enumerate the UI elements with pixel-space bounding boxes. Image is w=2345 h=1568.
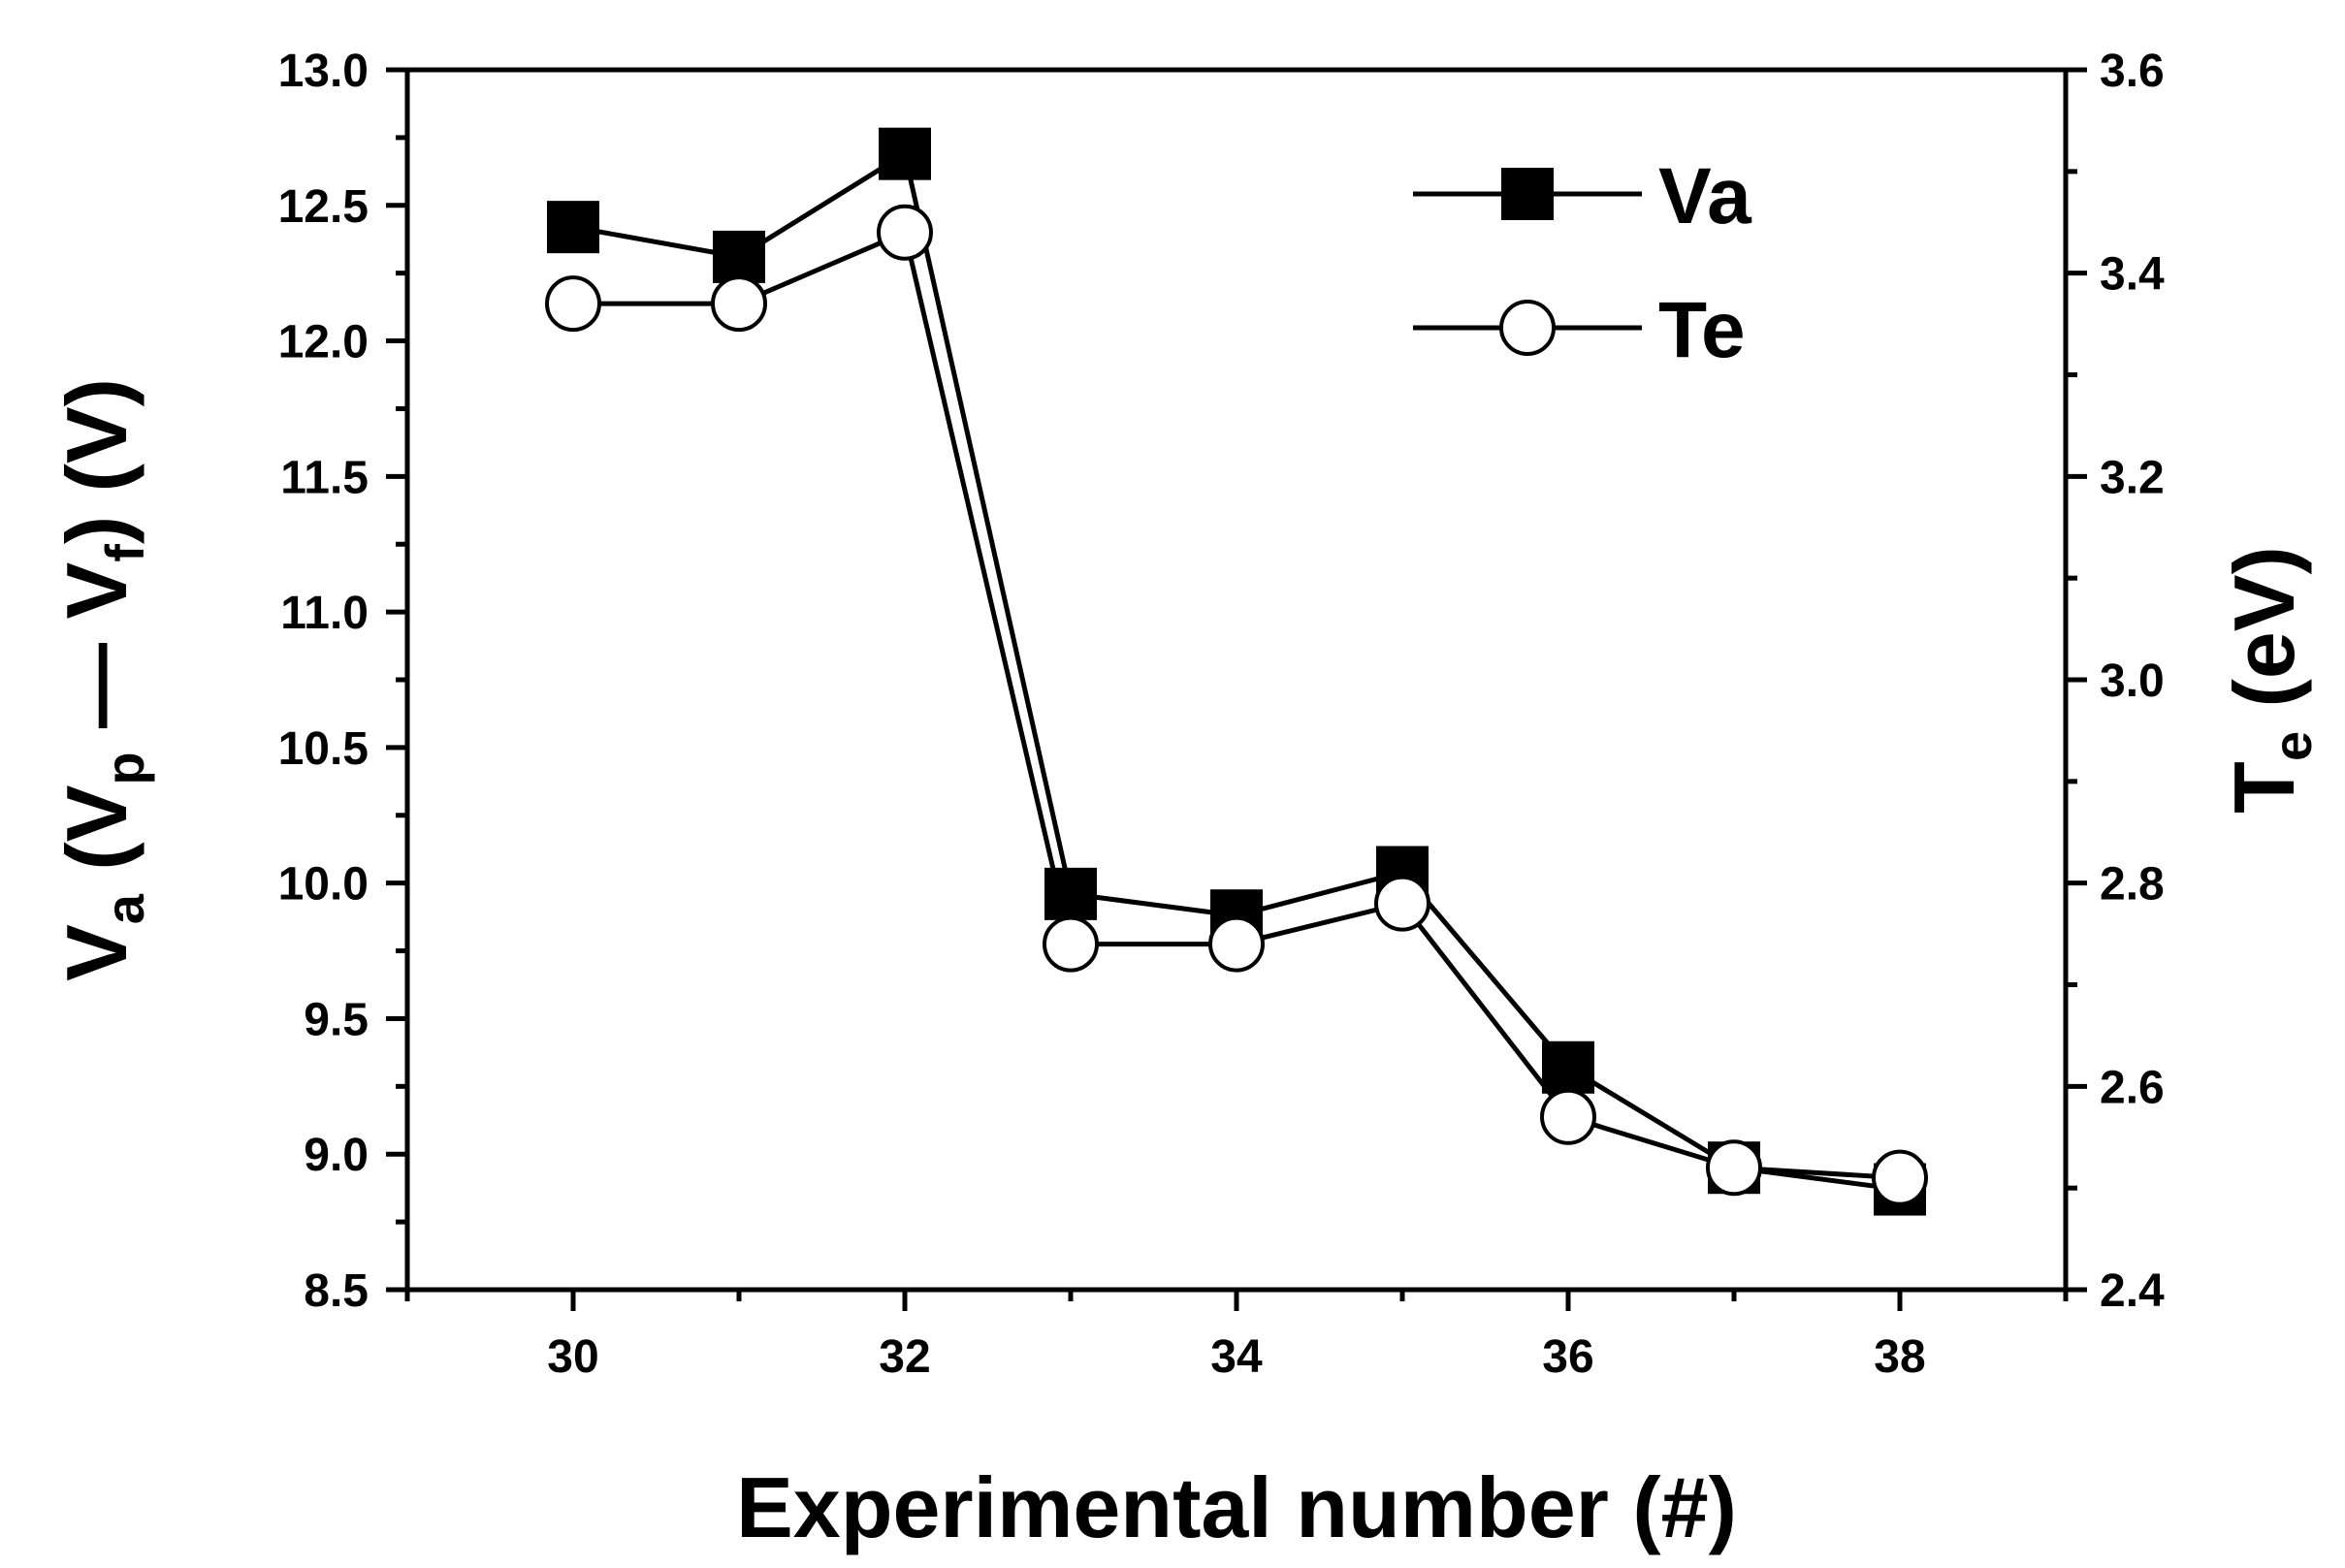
y2-title-part: T: [2216, 761, 2312, 814]
y-title-part: (V: [48, 784, 145, 894]
y2-tick-label: 2.8: [2100, 859, 2165, 911]
y-tick-label: 11.0: [280, 588, 369, 639]
y2-title-part: (eV): [2216, 546, 2312, 731]
legend-marker-va: [1501, 168, 1554, 220]
y2-tick-label: 3.6: [2100, 46, 2165, 97]
y-title-sub: p: [94, 752, 155, 784]
point-va: [1044, 867, 1097, 920]
x-tick-label: 36: [1542, 1331, 1593, 1383]
point-te: [1540, 1088, 1596, 1145]
axes: 30 32 34 36 38 8.5 9.0 9.5 10.0 10.5 11.0 11.5 12.0 1…: [278, 46, 2165, 1383]
point-va: [1542, 1040, 1594, 1094]
legend-marker-te: [1499, 300, 1556, 356]
y-title-part: — V: [48, 561, 145, 752]
y-title-part: ) (V): [48, 378, 145, 544]
y-tick-label: 9.5: [304, 994, 369, 1045]
point-te: [1043, 915, 1099, 973]
y-axis-title-left: Va (Vp — Vf) (V): [48, 378, 155, 981]
y-tick-label: 12.0: [278, 317, 369, 368]
x-tick-label: 32: [879, 1331, 930, 1383]
legend-label-va: Va: [1658, 152, 1752, 240]
x-axis-title: Experimental number (#): [736, 1459, 1737, 1555]
point-te: [545, 275, 601, 333]
y2-tick-label: 3.4: [2100, 249, 2165, 301]
y-axis-title-right: Te (eV): [2216, 546, 2323, 814]
y-tick-label: 9.0: [304, 1130, 369, 1181]
y2-tick-label: 2.6: [2100, 1062, 2165, 1113]
point-va: [879, 127, 931, 180]
y-tick-label: 13.0: [278, 46, 369, 97]
y2-tick-label: 2.4: [2100, 1265, 2165, 1317]
y-tick-label: 11.5: [280, 452, 369, 503]
y2-tick-label: 3.0: [2100, 656, 2165, 707]
point-te: [1374, 875, 1430, 932]
point-te: [1706, 1139, 1762, 1197]
x-tick-label: 38: [1874, 1331, 1925, 1383]
point-te: [711, 275, 767, 333]
legend: Va Te: [1413, 152, 1752, 374]
plot-frame: [404, 67, 2069, 1293]
series-layer: [545, 127, 1928, 1216]
point-va: [713, 230, 765, 283]
y-tick-label: 10.0: [278, 859, 369, 911]
y-tick-label: 12.5: [278, 181, 369, 233]
y2-title-sub: e: [2262, 731, 2323, 761]
y-tick-label: 8.5: [304, 1265, 369, 1317]
x-tick-label: 30: [547, 1331, 598, 1383]
y-title-sub: f: [94, 544, 155, 562]
point-te: [1208, 915, 1265, 973]
y-tick-label: 10.5: [278, 723, 369, 775]
y-title-sub: a: [94, 893, 155, 924]
y-title-part: V: [48, 924, 145, 981]
point-te: [1872, 1149, 1928, 1206]
legend-label-te: Te: [1658, 286, 1746, 374]
point-te: [877, 204, 933, 261]
point-va: [547, 201, 599, 254]
y2-tick-label: 3.2: [2100, 452, 2165, 503]
x-tick-label: 34: [1210, 1331, 1263, 1383]
